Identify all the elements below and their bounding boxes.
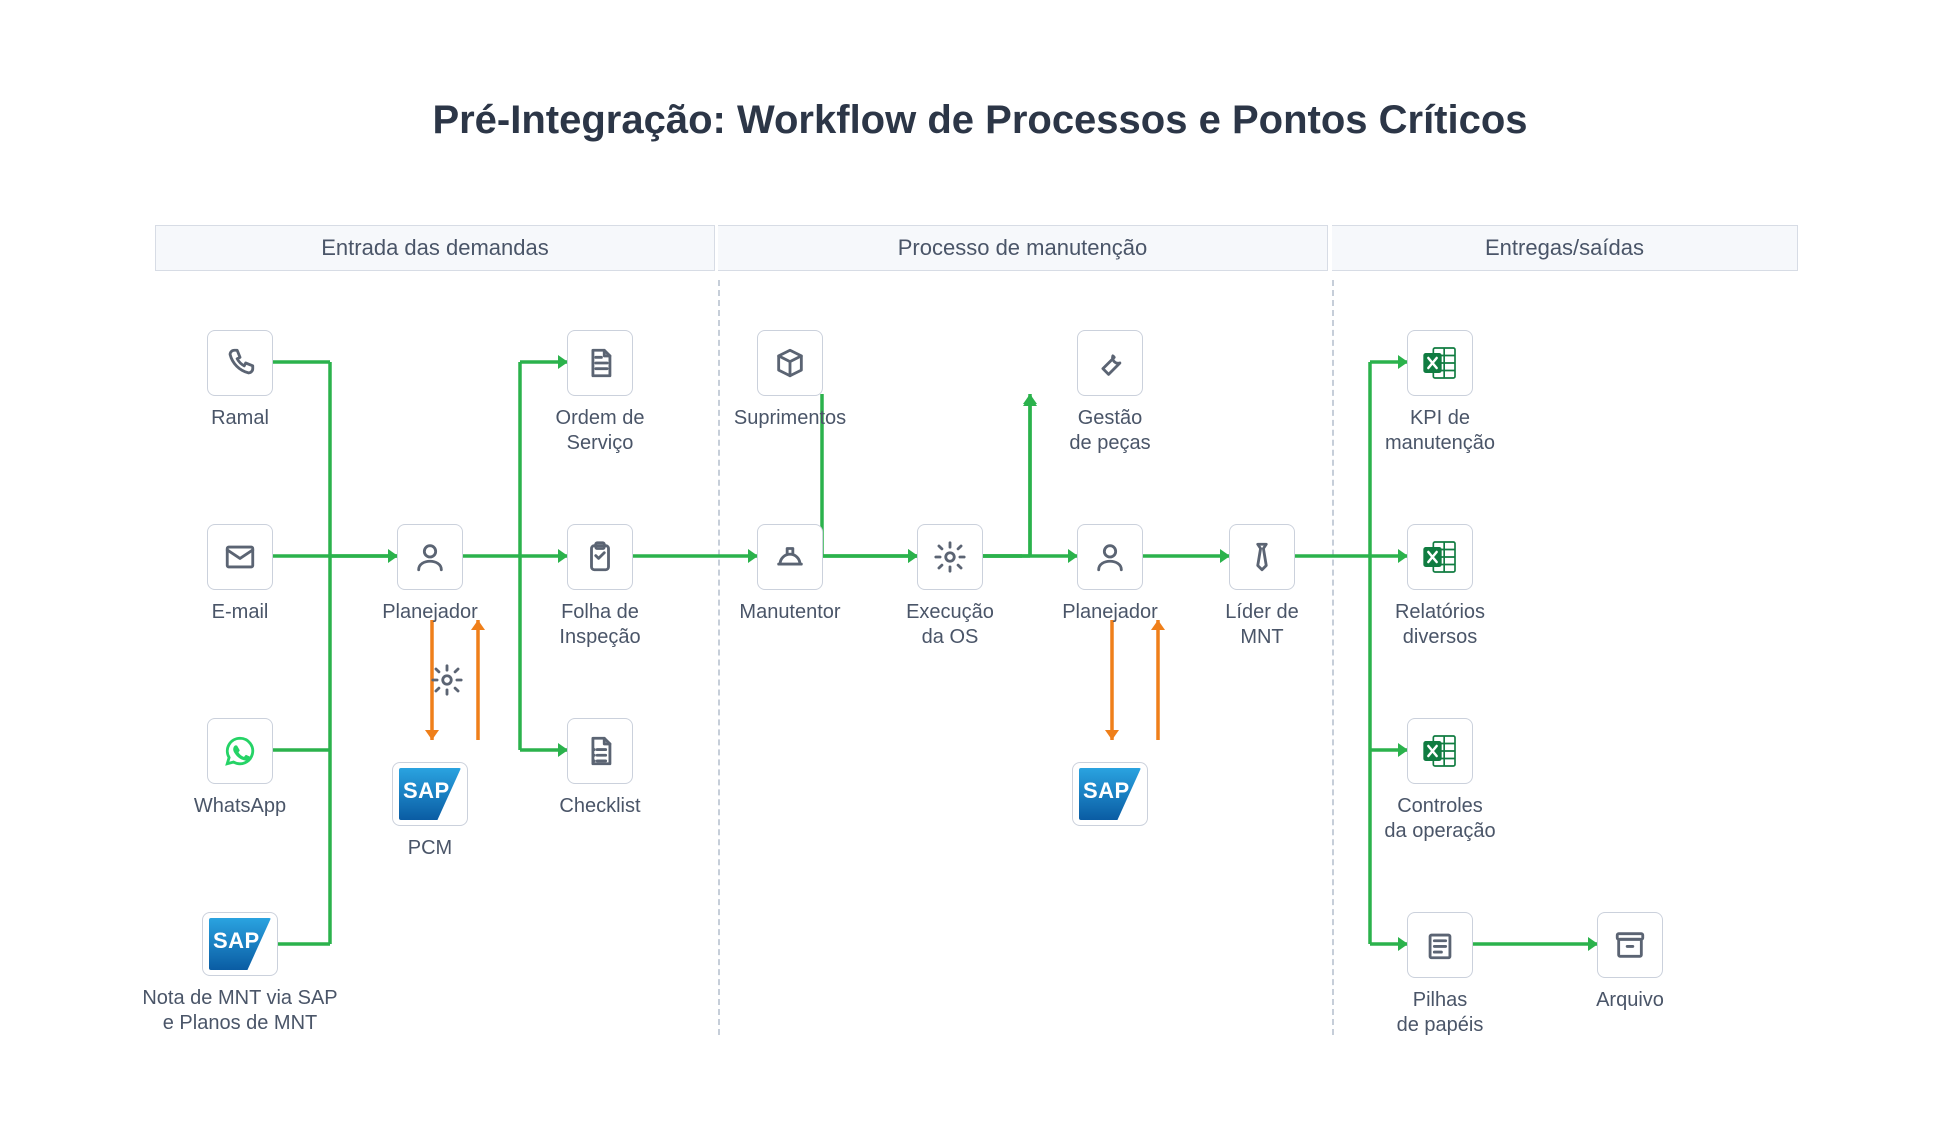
node-kpi: KPI demanutenção: [1360, 330, 1520, 456]
sap-icon: SAP: [202, 912, 278, 976]
node-label: Ramal: [160, 406, 320, 431]
node-manutentor: Manutentor: [710, 524, 870, 625]
lane-header: Entrada das demandas: [155, 225, 715, 271]
node-label: Líder deMNT: [1182, 600, 1342, 650]
archive-icon: [1597, 912, 1663, 978]
node-label: Ordem deServiço: [520, 406, 680, 456]
mail-icon: [207, 524, 273, 590]
checklist-icon: [567, 718, 633, 784]
node-label: Folha deInspeção: [520, 600, 680, 650]
node-sap2: SAP: [1030, 762, 1190, 836]
gear-icon: [917, 524, 983, 590]
node-label: Controlesda operação: [1360, 794, 1520, 844]
node-label: Checklist: [520, 794, 680, 819]
node-label: Nota de MNT via SAPe Planos de MNT: [110, 986, 370, 1036]
node-label: Planejador: [350, 600, 510, 625]
stack-icon: [1407, 912, 1473, 978]
tie-icon: [1229, 524, 1295, 590]
node-label: PCM: [350, 836, 510, 861]
node-ordem: Ordem deServiço: [520, 330, 680, 456]
wrench-icon: [1077, 330, 1143, 396]
node-ramal: Ramal: [160, 330, 320, 431]
node-pilhas: Pilhasde papéis: [1360, 912, 1520, 1038]
node-label: Relatóriosdiversos: [1360, 600, 1520, 650]
sap-icon: SAP: [392, 762, 468, 826]
node-label: Gestãode peças: [1030, 406, 1190, 456]
excel-icon: [1407, 718, 1473, 784]
node-checklist: Checklist: [520, 718, 680, 819]
lane-divider: [1332, 280, 1334, 1035]
doc-icon: [567, 330, 633, 396]
node-pcm: SAP PCM: [350, 762, 510, 861]
node-gestao: Gestãode peças: [1030, 330, 1190, 456]
node-label: KPI demanutenção: [1360, 406, 1520, 456]
node-label: Planejador: [1030, 600, 1190, 625]
node-label: Pilhasde papéis: [1360, 988, 1520, 1038]
diagram-canvas: Pré-Integração: Workflow de Processos e …: [0, 0, 1960, 1140]
node-label: E-mail: [160, 600, 320, 625]
node-folha: Folha deInspeção: [520, 524, 680, 650]
node-sapnote: SAP Nota de MNT via SAPe Planos de MNT: [110, 912, 370, 1036]
node-planejador1: Planejador: [350, 524, 510, 625]
gear-icon: [430, 663, 464, 702]
excel-icon: [1407, 330, 1473, 396]
node-planejador2: Planejador: [1030, 524, 1190, 625]
whatsapp-icon: [207, 718, 273, 784]
node-lider: Líder deMNT: [1182, 524, 1342, 650]
node-execucao: Execuçãoda OS: [870, 524, 1030, 650]
node-whatsapp: WhatsApp: [160, 718, 320, 819]
clipboard-icon: [567, 524, 633, 590]
person-icon: [1077, 524, 1143, 590]
page-title: Pré-Integração: Workflow de Processos e …: [0, 98, 1960, 143]
hardhat-icon: [757, 524, 823, 590]
lane-header: Entregas/saídas: [1332, 225, 1798, 271]
node-supr: Suprimentos: [710, 330, 870, 431]
node-label: Execuçãoda OS: [870, 600, 1030, 650]
package-icon: [757, 330, 823, 396]
node-controles: Controlesda operação: [1360, 718, 1520, 844]
node-label: Arquivo: [1550, 988, 1710, 1013]
phone-icon: [207, 330, 273, 396]
excel-icon: [1407, 524, 1473, 590]
sap-icon: SAP: [1072, 762, 1148, 826]
node-email: E-mail: [160, 524, 320, 625]
node-label: Manutentor: [710, 600, 870, 625]
node-label: Suprimentos: [710, 406, 870, 431]
lane-header: Processo de manutenção: [718, 225, 1328, 271]
person-icon: [397, 524, 463, 590]
node-arquivo: Arquivo: [1550, 912, 1710, 1013]
node-label: WhatsApp: [160, 794, 320, 819]
node-relatorios: Relatóriosdiversos: [1360, 524, 1520, 650]
